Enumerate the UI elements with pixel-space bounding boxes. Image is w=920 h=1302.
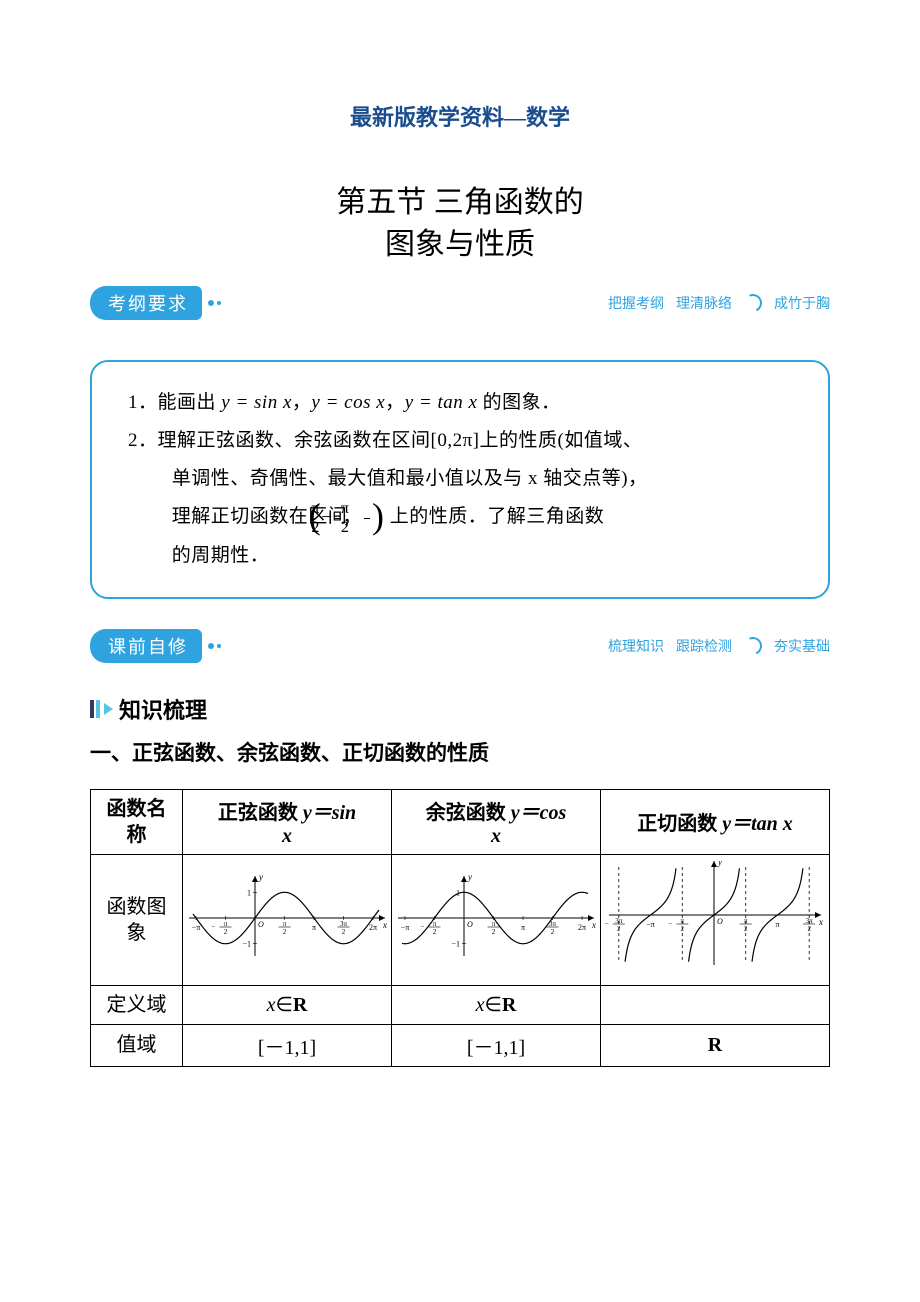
table-row-range: 值域 [－1,1] [－1,1] R	[91, 1024, 830, 1066]
svg-text:−π: −π	[401, 923, 410, 932]
requirement-1: 1．能画出 y = sin x，y = cos x，y = tan x 的图象．	[172, 384, 800, 422]
svg-text:−: −	[668, 920, 672, 928]
svg-text:2: 2	[433, 928, 437, 936]
graph-cos-cell: xyO−π−π2π2π3π22π1−1	[392, 854, 601, 985]
svg-text:1: 1	[247, 888, 251, 897]
prestudy-tag-1: 梳理知识	[608, 636, 664, 656]
tan-graph: xyO−3π2−π−π2π2π3π2	[605, 861, 825, 979]
req1-suffix: 的图象．	[477, 392, 560, 413]
svg-text:−: −	[212, 923, 216, 931]
syllabus-tag-1: 把握考纲	[608, 293, 664, 313]
svg-text:−1: −1	[242, 939, 251, 948]
req1-sep2: ，	[385, 392, 405, 413]
svg-text:2π: 2π	[369, 923, 377, 932]
svg-text:y: y	[717, 861, 722, 867]
svg-text:2: 2	[342, 928, 346, 936]
col-label-name: 函数名称	[91, 789, 183, 854]
row-label-domain: 定义域	[91, 985, 183, 1024]
chapter-title: 第五节 三角函数的 图象与性质	[90, 182, 830, 266]
domain-sin: x∈R	[183, 985, 392, 1024]
requirements-box: 1．能画出 y = sin x，y = cos x，y = tan x 的图象．…	[90, 360, 830, 599]
subheading: 一、正弦函数、余弦函数、正切函数的性质	[90, 737, 830, 767]
swirl-icon	[741, 291, 764, 314]
col-sin: 正弦函数 y＝sinx	[183, 789, 392, 854]
svg-text:−1: −1	[451, 939, 460, 948]
knowledge-heading: 知识梳理	[90, 693, 830, 725]
range-sin: [－1,1]	[183, 1024, 392, 1066]
svg-text:1: 1	[456, 888, 460, 897]
chapter-title-line1: 第五节 三角函数的	[90, 182, 830, 224]
prestudy-tag-3: 夯实基础	[774, 636, 830, 656]
req2-line3b: 上的性质．了解三角函数	[390, 506, 605, 527]
svg-text:y: y	[467, 872, 472, 882]
svg-text:2: 2	[283, 928, 287, 936]
svg-text:π: π	[521, 923, 525, 932]
prestudy-tag-2: 跟踪检测	[676, 636, 732, 656]
svg-text:2: 2	[681, 925, 685, 933]
svg-text:2: 2	[617, 925, 621, 933]
syllabus-banner: 考纲要求 把握考纲 理清脉络 成竹于胸	[90, 286, 830, 320]
svg-text:O: O	[258, 920, 264, 929]
syllabus-tag-3: 成竹于胸	[774, 293, 830, 313]
svg-text:−: −	[421, 923, 425, 931]
domain-tan	[601, 985, 830, 1024]
svg-text:−π: −π	[192, 923, 201, 932]
cos-graph: xyO−π−π2π2π3π22π1−1	[396, 872, 596, 968]
prestudy-pill: 课前自修	[90, 629, 202, 663]
doc-subtitle: 最新版教学资料—数学	[90, 100, 830, 132]
syllabus-tags: 把握考纲 理清脉络 成竹于胸	[608, 293, 830, 313]
syllabus-pill: 考纲要求	[90, 286, 202, 320]
svg-text:O: O	[717, 917, 723, 926]
svg-text:2: 2	[551, 928, 555, 936]
svg-text:2: 2	[744, 925, 748, 933]
table-row-domain: 定义域 x∈R x∈R	[91, 985, 830, 1024]
knowledge-heading-text: 知识梳理	[119, 693, 207, 725]
sin-graph: xyO−π−π2π2π3π22π1−1	[187, 872, 387, 968]
row-label-graph: 函数图象	[91, 854, 183, 985]
prestudy-tags: 梳理知识 跟踪检测 夯实基础	[608, 636, 830, 656]
dots-decor	[208, 643, 221, 649]
interval-expression: (−π2，π2)	[352, 499, 384, 537]
svg-text:y: y	[258, 872, 263, 882]
svg-text:2π: 2π	[578, 923, 586, 932]
col-cos: 余弦函数 y＝cosx	[392, 789, 601, 854]
swirl-icon	[741, 634, 764, 657]
svg-text:x: x	[591, 920, 596, 930]
table-header-row: 函数名称 正弦函数 y＝sinx 余弦函数 y＝cosx 正切函数 y＝tan …	[91, 789, 830, 854]
req2-line4: 的周期性．	[172, 545, 270, 566]
prestudy-banner: 课前自修 梳理知识 跟踪检测 夯实基础	[90, 629, 830, 663]
svg-text:O: O	[467, 920, 473, 929]
req1-f2: y = cos x	[311, 392, 385, 413]
heading-marker-icon	[90, 700, 113, 718]
graph-sin-cell: xyO−π−π2π2π3π22π1−1	[183, 854, 392, 985]
svg-text:2: 2	[224, 928, 228, 936]
col-tan: 正切函数 y＝tan x	[601, 789, 830, 854]
properties-table: 函数名称 正弦函数 y＝sinx 余弦函数 y＝cosx 正切函数 y＝tan …	[90, 789, 830, 1067]
req1-f1: y = sin x	[221, 392, 292, 413]
req1-sep1: ，	[292, 392, 312, 413]
req2-line2: 单调性、奇偶性、最大值和最小值以及与 x 轴交点等)，	[172, 468, 648, 489]
table-row-graph: 函数图象 xyO−π−π2π2π3π22π1−1 xyO−π−π2π2π3π22…	[91, 854, 830, 985]
range-tan: R	[601, 1024, 830, 1066]
svg-text:π: π	[312, 923, 316, 932]
req2-line1: 2．理解正弦函数、余弦函数在区间[0,2π]上的性质(如值域、	[128, 430, 642, 451]
dots-decor	[208, 300, 221, 306]
svg-text:2: 2	[807, 925, 811, 933]
req1-prefix: 1．能画出	[128, 392, 221, 413]
chapter-title-line2: 图象与性质	[90, 224, 830, 266]
svg-text:π: π	[775, 920, 779, 929]
svg-text:−π: −π	[646, 920, 655, 929]
svg-text:2: 2	[492, 928, 496, 936]
graph-tan-cell: xyO−3π2−π−π2π2π3π2	[601, 854, 830, 985]
domain-cos: x∈R	[392, 985, 601, 1024]
requirement-2: 2．理解正弦函数、余弦函数在区间[0,2π]上的性质(如值域、 单调性、奇偶性、…	[172, 422, 800, 575]
row-label-range: 值域	[91, 1024, 183, 1066]
req1-f3: y = tan x	[405, 392, 478, 413]
syllabus-tag-2: 理清脉络	[676, 293, 732, 313]
range-cos: [－1,1]	[392, 1024, 601, 1066]
svg-text:x: x	[382, 920, 387, 930]
svg-text:x: x	[818, 917, 823, 927]
svg-text:−: −	[605, 920, 609, 928]
